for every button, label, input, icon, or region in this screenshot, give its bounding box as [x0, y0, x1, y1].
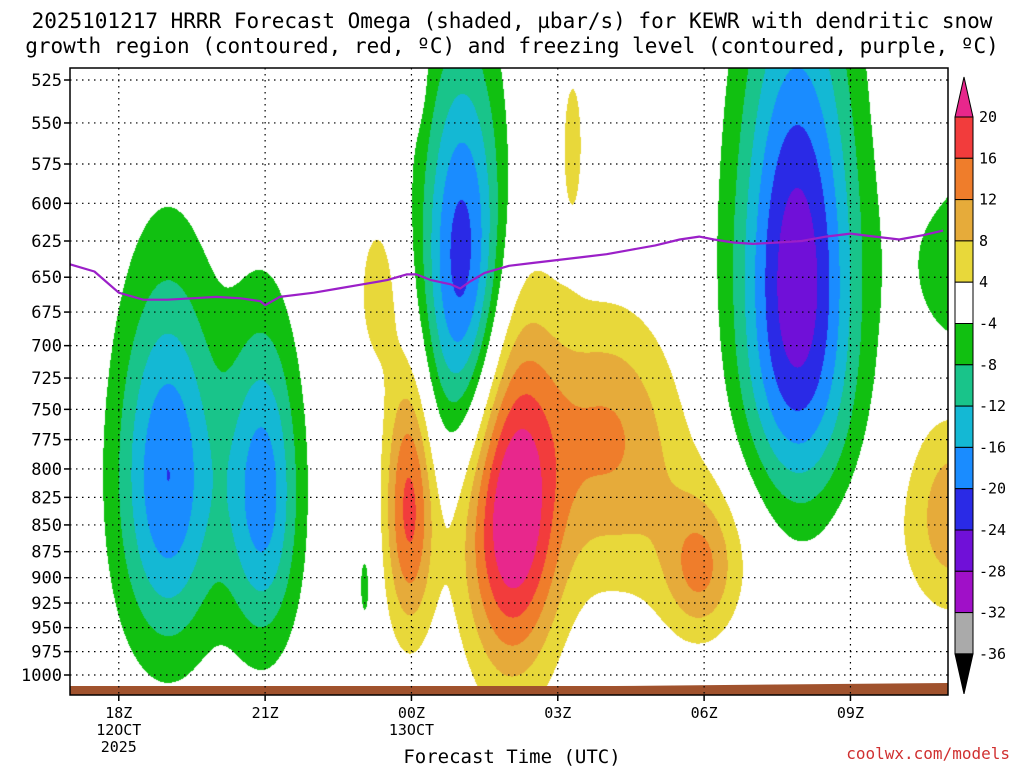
x-axis-label: Forecast Time (UTC) — [403, 746, 621, 768]
colorbar-label: 8 — [979, 232, 988, 250]
x-tick-label: 06Z — [691, 704, 718, 722]
y-tick-label: 925 — [31, 594, 62, 614]
colorbar-swatch — [954, 612, 974, 655]
y-tick-label: 700 — [31, 337, 62, 357]
y-tick-label: 1000 — [21, 666, 62, 686]
y-tick-label: 725 — [31, 369, 62, 389]
colorbar-swatch — [954, 323, 974, 366]
x-tick-label: 03Z — [544, 704, 571, 722]
chart-title-line-1: 2025101217 HRRR Forecast Omega (shaded, … — [31, 9, 993, 33]
colorbar-swatch — [954, 199, 974, 242]
x-tick-label: 00Z — [398, 704, 425, 722]
colorbar-label: 12 — [979, 191, 997, 209]
colorbar-label: -4 — [979, 315, 997, 333]
colorbar-label: 4 — [979, 273, 988, 291]
y-tick-label: 625 — [31, 232, 62, 252]
colorbar-swatch — [954, 240, 974, 283]
chart-title-line-2: growth region (contoured, red, ºC) and f… — [25, 34, 999, 58]
colorbar-swatch — [954, 157, 974, 201]
colorbar-swatch — [954, 405, 974, 448]
y-tick-label: 750 — [31, 400, 62, 420]
colorbar-label: -16 — [979, 438, 1006, 456]
colorbar-label: -12 — [979, 397, 1006, 415]
x-tick-label: 18Z — [105, 704, 132, 722]
colorbar-swatch — [954, 488, 974, 531]
y-tick-label: 650 — [31, 268, 62, 288]
colorbar-swatch — [954, 570, 974, 614]
colorbar-label: 20 — [979, 108, 997, 126]
colorbar-label: -28 — [979, 562, 1006, 580]
colorbar-label: 16 — [979, 149, 997, 167]
y-tick-label: 800 — [31, 460, 62, 480]
y-tick-label: 825 — [31, 488, 62, 508]
x-tick-label: 12OCT — [96, 721, 141, 739]
freezing-level-line — [70, 229, 944, 307]
colorbar-swatch — [954, 116, 974, 159]
x-tick-label: 09Z — [837, 704, 864, 722]
plot-frame — [69, 67, 949, 696]
colorbar-swatch — [954, 364, 974, 407]
colorbar-bottom-triangle — [954, 653, 974, 695]
x-tick-label: 21Z — [252, 704, 279, 722]
colorbar-label: -20 — [979, 480, 1006, 498]
y-tick-label: 900 — [31, 569, 62, 589]
colorbar-label: -32 — [979, 604, 1006, 622]
colorbar-label: -24 — [979, 521, 1006, 539]
colorbar-label: -36 — [979, 645, 1006, 663]
colorbar-swatch — [954, 446, 974, 490]
y-tick-label: 525 — [31, 71, 62, 91]
y-tick-label: 975 — [31, 643, 62, 663]
y-tick-label: 850 — [31, 516, 62, 536]
site-credit: coolwx.com/models — [846, 744, 1010, 763]
x-tick-label: 2025 — [101, 738, 137, 756]
x-tick-label: 13OCT — [389, 721, 434, 739]
y-tick-label: 950 — [31, 619, 62, 639]
y-tick-label: 675 — [31, 303, 62, 323]
colorbar-top-triangle — [954, 76, 974, 118]
y-tick-label: 775 — [31, 431, 62, 451]
ground-surface — [70, 683, 948, 695]
y-tick-label: 550 — [31, 114, 62, 134]
colorbar-label: -8 — [979, 356, 997, 374]
colorbar-swatch — [954, 281, 974, 325]
y-tick-label: 600 — [31, 194, 62, 214]
omega-heatmap — [70, 68, 948, 695]
y-tick-label: 875 — [31, 543, 62, 563]
y-tick-label: 575 — [31, 155, 62, 175]
colorbar-swatch — [954, 529, 974, 572]
